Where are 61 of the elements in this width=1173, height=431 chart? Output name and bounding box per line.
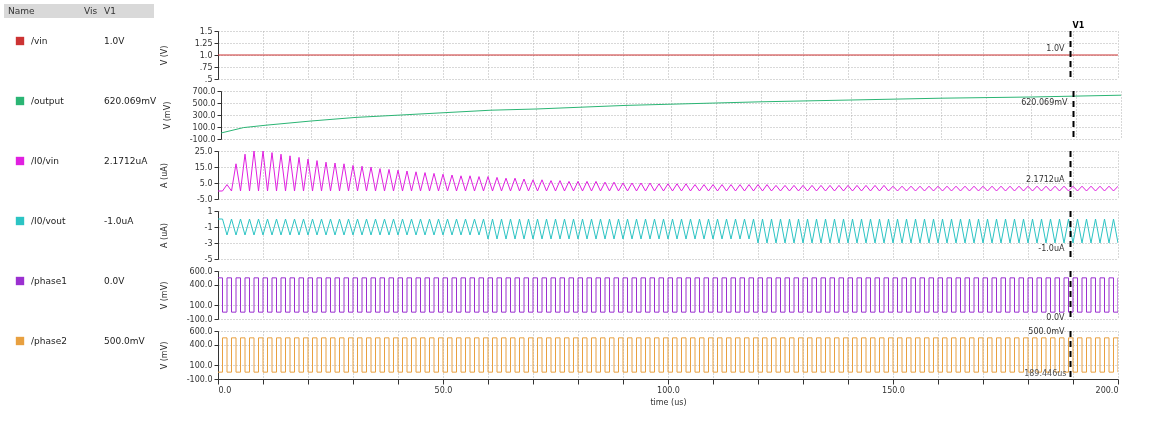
y-axis-title: A (uA) xyxy=(159,223,169,248)
legend-label: /I0/vin xyxy=(31,156,59,166)
annotation: 500.0mV xyxy=(1028,326,1066,336)
y-tick-label: 100.0 xyxy=(192,122,216,132)
y-tick-label: 15.0 xyxy=(194,162,213,172)
text: 620.069mV xyxy=(104,96,157,106)
y-tick-label: -1 xyxy=(204,222,213,232)
y-tick-label: 1 xyxy=(207,206,213,216)
y-axis-title: V (V) xyxy=(159,45,169,66)
y-axis-title: V (mV) xyxy=(159,281,169,310)
y-tick-label: 400.0 xyxy=(189,340,213,350)
y-tick-label: -100.0 xyxy=(186,314,213,324)
x-tick-label: 150.0 xyxy=(882,385,905,395)
x-tick-label: 50.0 xyxy=(434,385,453,395)
y-tick-label: 100.0 xyxy=(189,360,213,370)
legend-label: /output xyxy=(31,96,65,106)
annotation: 1.0V xyxy=(1046,44,1066,53)
legend-label: /vin xyxy=(31,36,48,46)
y-tick-label: 5.0 xyxy=(199,178,213,188)
text: 1.0V xyxy=(104,36,125,46)
text: 0.0V xyxy=(104,276,125,286)
y-tick-label: .75 xyxy=(199,62,213,72)
y-tick-label: 400.0 xyxy=(189,280,213,290)
legend-label: /phase1 xyxy=(31,276,67,286)
y-axis-title: V (mV) xyxy=(162,101,172,130)
x-tick-label: 0.0 xyxy=(218,385,232,395)
y-tick-label: 500.0 xyxy=(192,98,216,108)
text: Name xyxy=(8,6,36,16)
legend-label: /I0/vout xyxy=(31,216,66,226)
y-tick-label: 700.0 xyxy=(192,86,216,96)
y-tick-label: 300.0 xyxy=(192,110,216,120)
y-tick-label: 100.0 xyxy=(189,300,213,310)
x-tick-label: 100.0 xyxy=(657,385,680,395)
y-axis-title: A (uA) xyxy=(159,163,169,188)
text: 2.1712uA xyxy=(104,156,148,166)
y-tick-label: -100.0 xyxy=(186,374,213,384)
y-tick-label: 1.5 xyxy=(199,26,213,36)
text: -1.0uA xyxy=(104,216,134,226)
y-tick-label: 1.25 xyxy=(194,38,213,48)
text: 500.0mV xyxy=(104,336,145,346)
annotation: -1.0uA xyxy=(1038,244,1066,253)
y-axis-title: V (mV) xyxy=(159,341,169,370)
y-tick-label: -100.0 xyxy=(189,134,216,144)
annotation: 0.0V xyxy=(1046,313,1066,323)
text: Vis xyxy=(84,6,98,16)
text: V1 xyxy=(104,6,116,16)
y-tick-label: 25.0 xyxy=(194,146,213,156)
y-tick-label: -5 xyxy=(204,254,213,264)
annotation: 620.069mV xyxy=(1021,98,1069,107)
legend-label: /phase2 xyxy=(31,336,67,346)
y-tick-label: .5 xyxy=(204,74,213,84)
y-tick-label: -3 xyxy=(204,238,213,248)
ref-line-label: 189.446us xyxy=(1024,369,1067,378)
x-axis-title: time (us) xyxy=(650,397,687,407)
y-tick-label: 600.0 xyxy=(189,326,213,336)
y-tick-label: 600.0 xyxy=(189,266,213,276)
x-tick-label: 200.0 xyxy=(1095,385,1119,395)
y-tick-label: 1.0 xyxy=(199,50,213,60)
annotation: 2.1712uA xyxy=(1025,175,1066,185)
ref-line-label: V1 xyxy=(1072,21,1085,30)
y-tick-label: -5.0 xyxy=(196,194,213,204)
